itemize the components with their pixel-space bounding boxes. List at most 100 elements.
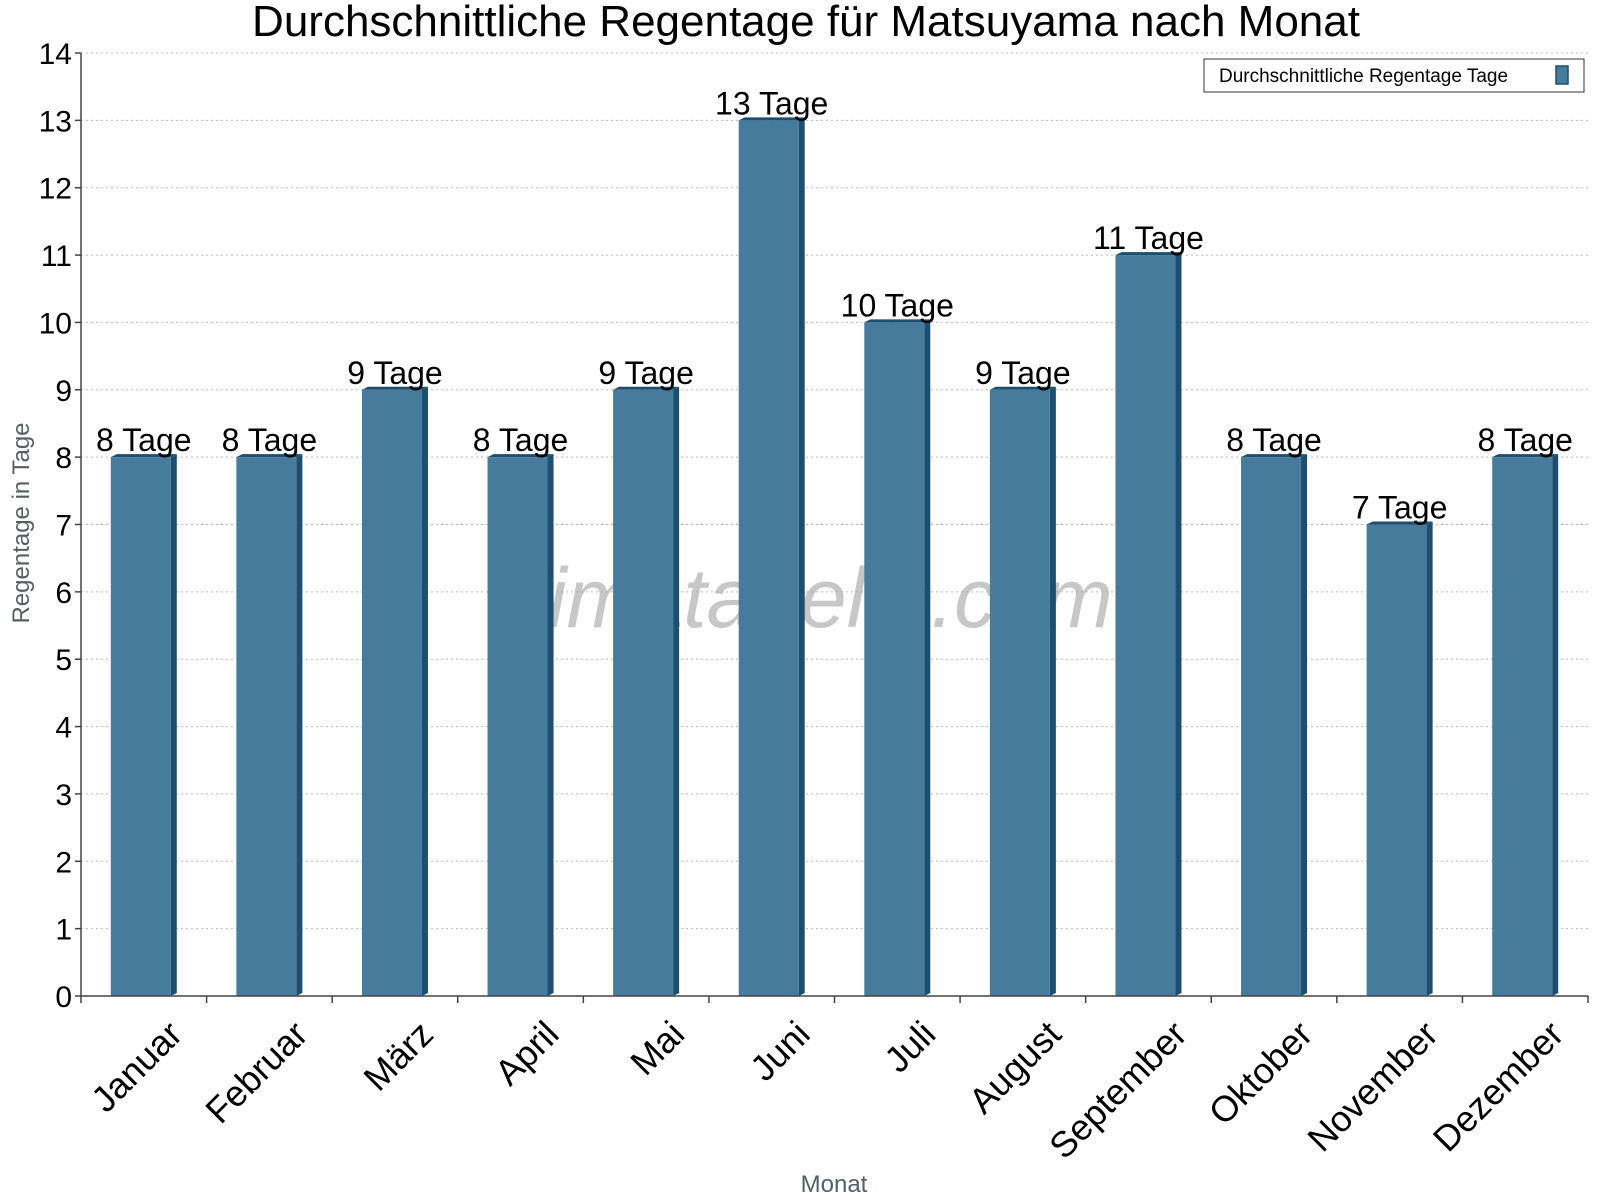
bar: [864, 319, 931, 996]
data-label: 9 Tage: [975, 355, 1071, 391]
bar-side: [673, 386, 680, 996]
bar-side: [421, 386, 428, 996]
bar-face: [1366, 524, 1427, 996]
bar-side: [1426, 521, 1433, 996]
bar-top: [613, 386, 680, 390]
bar-top: [110, 454, 177, 458]
y-tick-label: 14: [39, 38, 72, 71]
y-tick-label: 6: [55, 577, 72, 610]
legend-label: Durchschnittliche Regentage Tage: [1219, 66, 1508, 87]
x-tick-label: Februar: [197, 1013, 315, 1131]
bar: [110, 454, 177, 997]
y-tick-label: 13: [39, 105, 72, 138]
x-axis-label: Monat: [801, 1171, 868, 1198]
x-tick-label: Januar: [83, 1013, 190, 1120]
legend-swatch: [1555, 65, 1569, 85]
bars: [110, 117, 1559, 997]
bar: [236, 454, 303, 997]
bar-face: [1492, 457, 1553, 997]
data-label: 8 Tage: [473, 422, 569, 458]
x-axis-ticks: Januar Februar März April Mai Juni Juli AugustS…: [80, 996, 1589, 1167]
y-tick-label: 11: [41, 240, 72, 273]
bar-face: [864, 322, 925, 996]
legend-box: [1203, 58, 1585, 93]
bar: [989, 386, 1056, 996]
bar-side: [1049, 386, 1056, 996]
x-tick-label: November: [1299, 1013, 1445, 1159]
y-tick-label: 3: [55, 779, 72, 812]
bar-side: [1301, 454, 1308, 997]
x-tick-label: April: [487, 1013, 567, 1093]
y-tick-label: 5: [55, 644, 72, 677]
bar-face: [1115, 255, 1176, 997]
bar-top: [361, 386, 428, 390]
y-tick-label: 7: [55, 510, 72, 543]
bar-side: [170, 454, 177, 997]
bar-face: [361, 389, 422, 996]
data-label: 9 Tage: [347, 355, 443, 391]
gridlines: [81, 52, 1588, 930]
bar-top: [864, 319, 931, 323]
y-tick-label: 2: [55, 846, 72, 879]
bar: [1492, 454, 1559, 997]
x-tick-label: Juli: [876, 1013, 943, 1080]
y-tick-label: 10: [39, 307, 72, 340]
bar-face: [236, 457, 297, 997]
bar-top: [1115, 252, 1182, 256]
bar-face: [110, 457, 171, 997]
data-label: 13 Tage: [715, 85, 828, 121]
bar-side: [296, 454, 303, 997]
y-axis-label: Regentage in Tage: [8, 422, 35, 623]
bar: [738, 117, 805, 997]
bar-side: [547, 454, 554, 997]
bar: [1241, 454, 1308, 997]
chart-title: Durchschnittliche Regentage für Matsuyam…: [252, 0, 1360, 46]
bar-side: [1175, 252, 1182, 997]
bar-side: [924, 319, 931, 996]
bar-top: [1241, 454, 1308, 458]
bar-top: [989, 386, 1056, 390]
bar: [487, 454, 554, 997]
data-label: 8 Tage: [96, 422, 192, 458]
data-label: 11 Tage: [1093, 220, 1204, 256]
bar-side: [1552, 454, 1559, 997]
bar: [361, 386, 428, 996]
bar-top: [1366, 521, 1433, 525]
y-tick-label: 0: [55, 981, 72, 1014]
y-tick-label: 12: [39, 173, 72, 206]
data-label: 8 Tage: [222, 422, 318, 458]
x-tick-label: Juni: [742, 1013, 818, 1089]
bar: [1115, 252, 1182, 997]
bar: [1366, 521, 1433, 996]
bar-top: [236, 454, 303, 458]
y-tick-label: 4: [55, 712, 72, 745]
y-tick-label: 8: [55, 442, 72, 475]
data-labels: 8 Tage 8 Tage 9 Tage 8 Tage 9 Tage 13 Tage 10 …: [96, 85, 1573, 525]
legend: Durchschnittliche Regentage Tage: [1203, 58, 1585, 93]
data-label: 7 Tage: [1352, 490, 1448, 526]
x-tick-label: Mai: [622, 1013, 692, 1083]
x-tick-label: Oktober: [1201, 1013, 1321, 1133]
x-tick-label: September: [1041, 1013, 1195, 1167]
x-tick-label: März: [355, 1013, 441, 1099]
bar-face: [989, 389, 1050, 996]
bar-face: [1241, 457, 1302, 997]
data-label: 8 Tage: [1226, 422, 1322, 458]
data-label: 10 Tage: [841, 287, 954, 323]
y-tick-label: 1: [55, 914, 72, 947]
bar-top: [487, 454, 554, 458]
bar-face: [487, 457, 548, 997]
bar-side: [798, 117, 805, 997]
bar-face: [738, 120, 799, 997]
bar-top: [1492, 454, 1559, 458]
y-tick-label: 9: [55, 375, 72, 408]
bar: [613, 386, 680, 996]
bar-top: [738, 117, 805, 121]
bar-face: [613, 389, 674, 996]
x-tick-label: August: [961, 1013, 1069, 1121]
data-label: 8 Tage: [1477, 422, 1573, 458]
data-label: 9 Tage: [598, 355, 694, 391]
x-tick-label: Dezember: [1425, 1013, 1571, 1159]
